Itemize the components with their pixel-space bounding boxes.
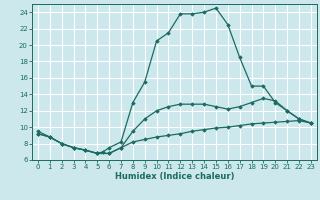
- X-axis label: Humidex (Indice chaleur): Humidex (Indice chaleur): [115, 172, 234, 181]
